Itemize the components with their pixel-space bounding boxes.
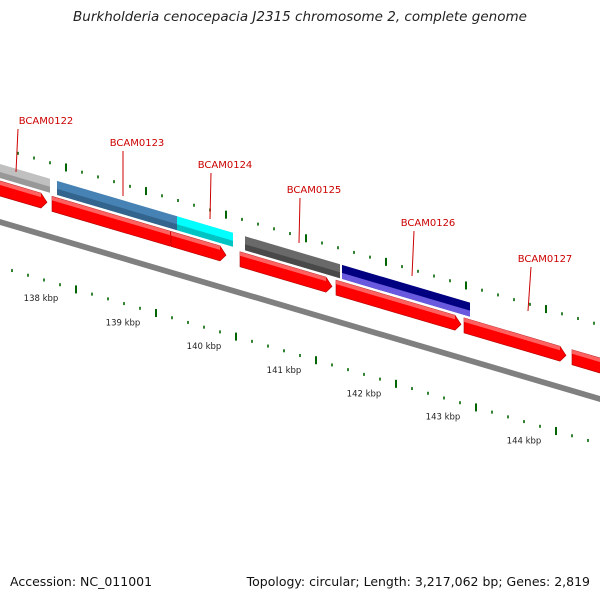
gene-label-leader: [527, 266, 532, 312]
gene-label: BCAM0122: [19, 116, 74, 127]
gene-feature-bar-shade: [245, 244, 340, 279]
cds-arrow-highlight: [171, 231, 220, 250]
gene-label: BCAM0124: [198, 160, 253, 171]
gene-label-leader: [209, 172, 212, 220]
gene-label: BCAM0126: [401, 218, 456, 229]
scale-label: 143 kbp: [426, 413, 461, 423]
cds-arrow-highlight: [464, 317, 560, 351]
gene-label-leader: [15, 128, 19, 173]
gene-feature-bar-shade: [0, 171, 50, 193]
gene-label: BCAM0123: [110, 138, 165, 149]
cds-arrow-highlight: [52, 196, 170, 236]
map-title: Burkholderia cenocepacia J2315 chromosom…: [73, 9, 527, 25]
accession-text: Accession: NC_011001: [10, 574, 153, 589]
cds-arrow-highlight: [572, 349, 600, 362]
cds-arrow-highlight: [240, 251, 326, 282]
scale-label: 139 kbp: [106, 318, 141, 328]
genome-summary-text: Topology: circular; Length: 3,217,062 bp…: [246, 574, 590, 589]
gene-feature-bar-shade: [57, 188, 178, 231]
scale-label: 138 kbp: [24, 294, 59, 304]
genome-backbone: [0, 219, 600, 402]
gene-label: BCAM0127: [518, 254, 573, 265]
scale-label: 144 kbp: [507, 437, 542, 447]
scale-label: 141 kbp: [267, 366, 302, 376]
gene-feature-bar-shade: [342, 272, 470, 317]
gene-label: BCAM0125: [287, 185, 342, 196]
gene-label-leader: [298, 197, 301, 244]
gene-label-leader: [411, 230, 415, 277]
cds-arrow-highlight: [0, 181, 41, 198]
cds-arrow-highlight: [336, 280, 455, 320]
scale-label: 140 kbp: [187, 342, 222, 352]
scale-label: 142 kbp: [347, 389, 382, 399]
gene-feature-bar-shade: [177, 224, 233, 247]
